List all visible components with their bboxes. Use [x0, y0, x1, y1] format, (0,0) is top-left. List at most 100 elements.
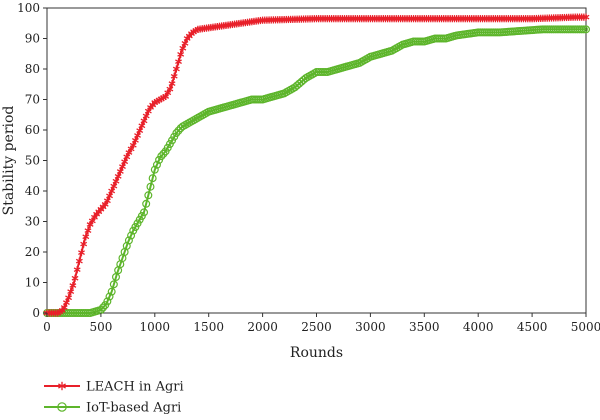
marker-leach-stroke: [181, 41, 189, 46]
y-tick-label: 0: [32, 306, 40, 320]
marker-leach-stroke: [84, 228, 92, 234]
legend: LEACH in Agri IoT-based Agri: [44, 380, 184, 416]
marker-iot: [577, 25, 586, 34]
y-tick-label: 20: [25, 245, 40, 259]
marker-leach-stroke: [144, 108, 152, 114]
marker-leach: [177, 50, 185, 58]
marker-iot: [174, 126, 183, 135]
marker-iot: [148, 174, 157, 183]
marker-leach: [67, 288, 75, 296]
marker-leach-stroke: [78, 250, 85, 255]
marker-leach: [112, 177, 120, 185]
marker-iot: [172, 129, 181, 138]
marker-leach-stroke: [164, 90, 172, 96]
y-tick-label: 80: [25, 62, 40, 76]
marker-leach: [116, 167, 124, 176]
marker-leach-stroke: [147, 105, 154, 110]
x-tick-label: 4000: [463, 320, 494, 334]
legend-marker-leach: [58, 381, 66, 391]
marker-leach: [175, 58, 182, 66]
marker-leach-stroke: [175, 59, 182, 65]
marker-leach-stroke: [179, 45, 187, 51]
marker-leach-stroke: [69, 283, 77, 288]
marker-leach-stroke: [149, 102, 157, 108]
series-line-iot: [47, 28, 586, 314]
marker-leach-stroke: [125, 150, 133, 155]
x-axis: 0 500 1000 1500 2000 2500 3000 3500 4000 4500 5000: [43, 313, 600, 334]
y-tick-label: 50: [25, 154, 40, 168]
marker-iot: [581, 25, 590, 34]
marker-leach: [106, 192, 113, 200]
marker-leach-stroke: [103, 198, 111, 204]
marker-iot: [579, 25, 588, 34]
marker-leach: [138, 122, 146, 130]
marker-leach: [62, 299, 70, 307]
legend-swatch-leach: [44, 381, 80, 391]
marker-leach: [179, 44, 187, 52]
marker-leach: [166, 85, 174, 93]
marker-leach-stroke: [123, 154, 131, 160]
x-tick-label: 2500: [301, 320, 332, 334]
y-tick-label: 90: [25, 32, 40, 46]
marker-leach-stroke: [116, 169, 124, 174]
marker-iot: [157, 152, 166, 161]
marker-iot: [150, 165, 159, 174]
x-tick-label: 5000: [571, 320, 600, 334]
marker-leach-stroke: [112, 178, 120, 184]
marker-leach-stroke: [177, 51, 185, 57]
y-axis-title: Stability period: [1, 106, 17, 216]
x-tick-label: 1000: [140, 320, 171, 334]
marker-leach-stroke: [101, 202, 109, 207]
marker-leach-stroke: [58, 308, 66, 313]
marker-iot: [140, 208, 149, 217]
marker-leach-stroke: [71, 275, 79, 281]
marker-iot: [142, 199, 151, 208]
y-tick-label: 10: [25, 276, 40, 290]
x-tick-label: 2000: [247, 320, 278, 334]
marker-leach-stroke: [131, 138, 139, 143]
marker-leach-stroke: [138, 123, 146, 129]
marker-iot: [124, 236, 133, 245]
marker-leach-stroke: [88, 218, 96, 224]
legend-label-leach: LEACH in Agri: [86, 380, 184, 395]
marker-leach: [82, 233, 90, 241]
marker-leach: [181, 39, 189, 47]
marker-leach-stroke: [170, 73, 178, 79]
marker-iot: [99, 303, 108, 312]
marker-leach-stroke: [93, 211, 101, 217]
marker-leach-stroke: [60, 305, 68, 310]
marker-leach: [142, 112, 150, 120]
marker-leach: [121, 158, 129, 166]
marker-leach-stroke: [95, 209, 103, 215]
legend-item-leach: LEACH in Agri: [44, 380, 184, 395]
y-tick-label: 40: [25, 184, 40, 198]
marker-leach-stroke: [114, 173, 122, 179]
y-tick-label: 100: [17, 1, 40, 15]
marker-leach-stroke: [99, 204, 107, 210]
marker-leach: [73, 266, 81, 274]
marker-leach-stroke: [127, 146, 135, 152]
series-line-leach: [47, 16, 586, 314]
x-axis-title: Rounds: [290, 345, 343, 361]
x-tick-label: 4500: [517, 320, 548, 334]
marker-leach-stroke: [67, 289, 75, 295]
marker-leach: [168, 80, 176, 88]
marker-iot: [144, 191, 153, 200]
marker-leach: [78, 249, 85, 257]
marker-leach-stroke: [142, 113, 150, 119]
marker-leach-stroke: [82, 234, 90, 240]
marker-iot: [107, 287, 116, 296]
y-tick-label: 60: [25, 123, 40, 137]
marker-leach: [69, 281, 77, 290]
marker-leach-stroke: [110, 183, 118, 189]
marker-iot: [105, 292, 114, 301]
marker-leach: [103, 197, 111, 205]
marker-leach-stroke: [90, 214, 98, 220]
marker-leach-stroke: [185, 33, 193, 39]
series-leach: [43, 13, 590, 317]
marker-leach: [80, 240, 88, 248]
marker-leach-stroke: [121, 159, 129, 165]
x-tick-label: 0: [43, 320, 51, 334]
